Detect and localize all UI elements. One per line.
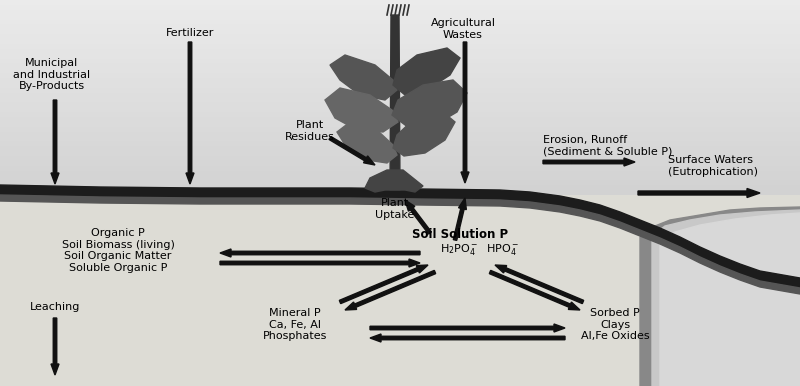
Text: Soil Solution P: Soil Solution P [412,228,508,241]
Text: H$_2$PO$_4^-$  HPO$_4^-$: H$_2$PO$_4^-$ HPO$_4^-$ [440,242,519,257]
Text: Surface Waters
(Eutrophication): Surface Waters (Eutrophication) [668,155,758,177]
Text: Plant
Residues: Plant Residues [285,120,335,142]
FancyArrow shape [638,188,760,198]
Text: Fertilizer: Fertilizer [166,28,214,38]
Polygon shape [660,213,800,386]
Polygon shape [325,88,398,132]
FancyArrow shape [405,200,431,234]
Polygon shape [365,170,423,192]
Polygon shape [640,207,800,386]
Polygon shape [652,210,800,386]
Text: Leaching: Leaching [30,302,80,312]
FancyArrow shape [186,42,194,184]
Polygon shape [330,55,397,100]
Text: Plant
Uptake: Plant Uptake [375,198,414,220]
FancyArrow shape [220,259,420,267]
FancyArrow shape [329,137,375,165]
Polygon shape [0,185,800,288]
Text: Organic P
Soil Biomass (living)
Soil Organic Matter
Soluble Organic P: Organic P Soil Biomass (living) Soil Org… [62,228,174,273]
FancyArrow shape [51,100,59,184]
Text: Agricultural
Wastes: Agricultural Wastes [430,18,495,40]
FancyArrow shape [490,270,580,310]
FancyArrow shape [220,249,420,257]
Polygon shape [393,112,455,156]
FancyArrow shape [370,324,565,332]
Polygon shape [392,80,467,128]
FancyArrow shape [461,42,469,183]
FancyArrow shape [345,270,436,310]
Text: Erosion, Runoff
(Sediment & Soluble P): Erosion, Runoff (Sediment & Soluble P) [543,135,672,157]
Polygon shape [390,15,400,190]
Text: Municipal
and Industrial
By-Products: Municipal and Industrial By-Products [14,58,90,91]
FancyArrow shape [495,265,584,304]
FancyArrow shape [543,158,635,166]
Polygon shape [0,195,800,294]
FancyArrow shape [51,318,59,375]
Text: Mineral P
Ca, Fe, Al
Phosphates: Mineral P Ca, Fe, Al Phosphates [263,308,327,341]
FancyArrow shape [370,334,565,342]
FancyArrow shape [339,265,428,304]
Polygon shape [393,48,460,95]
FancyArrow shape [454,198,466,240]
Polygon shape [337,122,397,163]
Text: Sorbed P
Clays
Al,Fe Oxides: Sorbed P Clays Al,Fe Oxides [581,308,650,341]
